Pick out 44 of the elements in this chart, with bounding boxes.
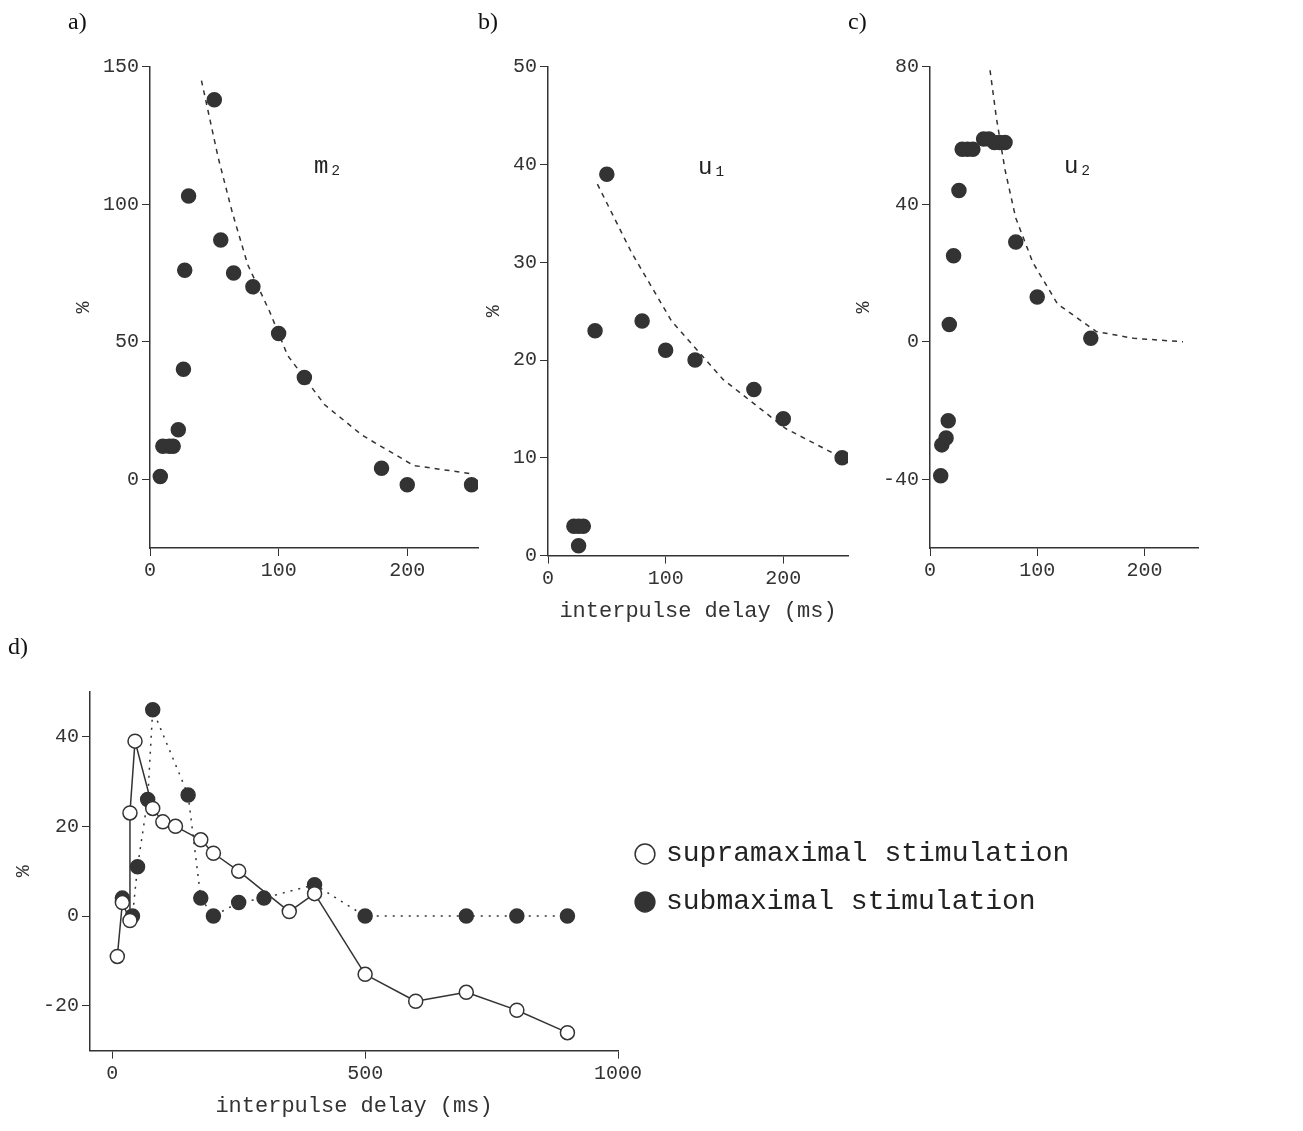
y-tick-label: 50 bbox=[512, 55, 537, 79]
y-tick-label: 100 bbox=[102, 192, 140, 216]
y-tick-label: 0 bbox=[66, 904, 80, 928]
chart-title: c) bbox=[848, 7, 867, 34]
annotation: m₂ bbox=[314, 152, 343, 180]
y-tick-label: 40 bbox=[512, 152, 537, 176]
x-tick-label: 200 bbox=[389, 559, 426, 583]
x-axis-title: interpulse delay (ms) bbox=[559, 598, 837, 624]
x-tick-label: 100 bbox=[1019, 559, 1056, 583]
y-tick-label: 0 bbox=[524, 543, 537, 567]
chart-title: a) bbox=[68, 7, 87, 34]
y-axis-title: % bbox=[482, 304, 506, 318]
y-tick-label: 10 bbox=[512, 446, 537, 470]
y-tick-label: 0 bbox=[126, 467, 140, 491]
y-tick-label: 40 bbox=[54, 724, 80, 748]
y-tick-label: 40 bbox=[894, 192, 920, 216]
y-tick-label: 20 bbox=[512, 348, 537, 372]
y-tick-label: 30 bbox=[512, 250, 537, 274]
y-axis-title: % bbox=[72, 300, 96, 314]
annotation: u₂ bbox=[1064, 152, 1093, 180]
x-tick-label: 1000 bbox=[593, 1061, 643, 1085]
chart-title: b) bbox=[478, 7, 498, 34]
x-tick-label: 0 bbox=[924, 559, 937, 583]
x-tick-label: 200 bbox=[1126, 559, 1163, 583]
y-tick-label: 50 bbox=[114, 330, 140, 354]
y-tick-label: 20 bbox=[54, 814, 80, 838]
y-axis-title: % bbox=[852, 300, 876, 314]
y-tick-label: 150 bbox=[102, 55, 140, 79]
y-tick-label: -40 bbox=[882, 467, 920, 491]
x-tick-label: 0 bbox=[542, 566, 555, 590]
y-tick-label: 0 bbox=[906, 330, 920, 354]
x-tick-label: 0 bbox=[144, 559, 157, 583]
x-axis-title: interpulse delay (ms) bbox=[215, 1093, 493, 1119]
chart-title: d) bbox=[8, 632, 28, 659]
legend-label: submaximal stimulation bbox=[666, 886, 1036, 918]
y-axis-title: % bbox=[12, 864, 36, 878]
annotation: u₁ bbox=[698, 154, 727, 182]
x-tick-label: 100 bbox=[647, 566, 684, 590]
x-tick-label: 200 bbox=[765, 566, 802, 590]
legend-label: supramaximal stimulation bbox=[666, 838, 1070, 870]
x-tick-label: 100 bbox=[260, 559, 297, 583]
y-tick-label: -20 bbox=[42, 994, 80, 1018]
x-tick-label: 500 bbox=[347, 1061, 384, 1085]
y-tick-label: 80 bbox=[894, 55, 920, 79]
